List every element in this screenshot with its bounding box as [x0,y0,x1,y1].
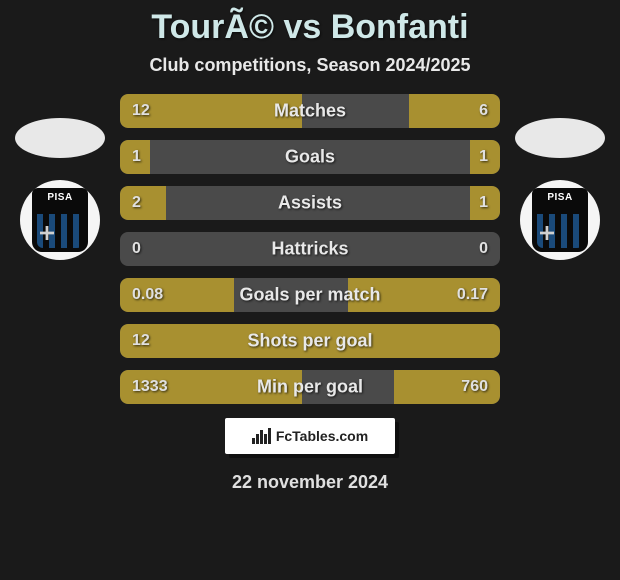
stat-label: Matches [274,101,346,122]
stat-value-left: 12 [132,102,150,120]
stat-value-left: 1333 [132,378,168,396]
stat-row: 0.08 0.17 Goals per match [120,278,500,312]
stat-value-left: 0 [132,240,141,258]
stat-row: 0 0 Hattricks [120,232,500,266]
stat-row: 2 1 Assists [120,186,500,220]
stat-value-right: 0.17 [457,286,488,304]
stat-value-right: 1 [479,148,488,166]
stat-value-left: 12 [132,332,150,350]
stat-value-left: 0.08 [132,286,163,304]
stat-label: Hattricks [271,239,348,260]
stat-value-right: 760 [461,378,488,396]
stat-value-right: 1 [479,194,488,212]
club-label-left: PISA [47,192,72,203]
stat-row: 12 Shots per goal [120,324,500,358]
stat-label: Assists [278,193,342,214]
footer-date: 22 november 2024 [0,472,620,493]
stat-row: 1 1 Goals [120,140,500,174]
club-badge-right: PISA [520,180,600,260]
stat-row: 12 6 Matches [120,94,500,128]
stat-row: 1333 760 Min per goal [120,370,500,404]
stat-label: Goals per match [239,285,380,306]
player-avatar-right [515,118,605,158]
stat-value-right: 6 [479,102,488,120]
stat-value-right: 0 [479,240,488,258]
stats-panel: 12 6 Matches 1 1 Goals 2 1 Assists 0 0 Hattricks 0.0… [120,94,500,404]
stat-fill-left [120,186,166,220]
player-avatar-left [15,118,105,158]
stat-label: Shots per goal [247,331,372,352]
brand-text: FcTables.com [276,428,368,444]
stat-label: Min per goal [257,377,363,398]
brand-bars-icon [252,428,272,444]
brand-box[interactable]: FcTables.com [225,418,395,454]
page-title: TourÃ© vs Bonfanti [0,8,620,47]
club-badge-left: PISA [20,180,100,260]
stat-label: Goals [285,147,335,168]
club-label-right: PISA [547,192,572,203]
stat-value-left: 1 [132,148,141,166]
stat-value-left: 2 [132,194,141,212]
page-subtitle: Club competitions, Season 2024/2025 [0,55,620,76]
